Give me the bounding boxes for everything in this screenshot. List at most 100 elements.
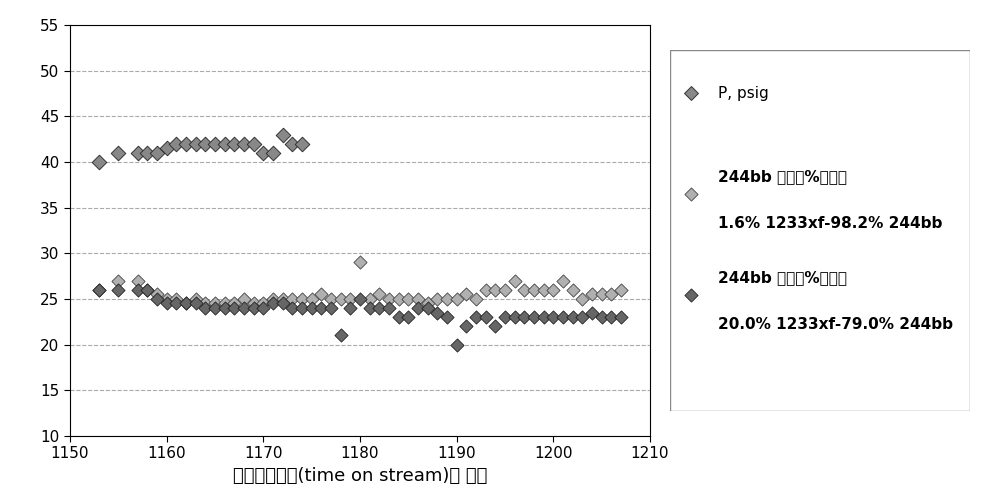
- Point: [410, 295, 426, 303]
- Point: [594, 313, 610, 321]
- Point: [555, 277, 571, 285]
- Point: [304, 295, 320, 303]
- Point: [178, 300, 194, 308]
- Point: [246, 300, 262, 308]
- Point: [178, 300, 194, 308]
- Point: [265, 295, 281, 303]
- X-axis label: 连续在线时间(time on stream)， 小时: 连续在线时间(time on stream)， 小时: [233, 467, 487, 485]
- Point: [91, 286, 107, 294]
- Point: [207, 304, 223, 312]
- Point: [584, 309, 600, 317]
- Point: [217, 300, 233, 308]
- Point: [516, 313, 532, 321]
- Point: [313, 291, 329, 299]
- Point: [526, 286, 542, 294]
- Point: [574, 313, 590, 321]
- Point: [217, 304, 233, 312]
- Point: [487, 322, 503, 330]
- Point: [139, 286, 155, 294]
- Point: [594, 291, 610, 299]
- Point: [130, 277, 146, 285]
- Point: [139, 286, 155, 294]
- Point: [683, 292, 699, 300]
- Point: [381, 304, 397, 312]
- Point: [217, 140, 233, 148]
- Point: [130, 149, 146, 157]
- Point: [149, 291, 165, 299]
- Point: [613, 313, 629, 321]
- Point: [284, 304, 300, 312]
- Point: [226, 140, 242, 148]
- Point: [352, 259, 368, 267]
- Point: [458, 322, 474, 330]
- Point: [333, 295, 349, 303]
- Point: [565, 286, 581, 294]
- Point: [149, 149, 165, 157]
- Point: [178, 140, 194, 148]
- Point: [197, 300, 213, 308]
- Point: [110, 149, 126, 157]
- Point: [159, 144, 175, 152]
- Point: [603, 313, 619, 321]
- Point: [255, 149, 271, 157]
- Point: [159, 300, 175, 308]
- Point: [410, 304, 426, 312]
- Point: [159, 295, 175, 303]
- Point: [255, 300, 271, 308]
- Point: [168, 295, 184, 303]
- Point: [323, 304, 339, 312]
- Point: [294, 295, 310, 303]
- Point: [197, 304, 213, 312]
- Point: [683, 89, 699, 97]
- Point: [478, 286, 494, 294]
- Point: [284, 140, 300, 148]
- Point: [91, 286, 107, 294]
- Text: 1.6% 1233xf-98.2% 244bb: 1.6% 1233xf-98.2% 244bb: [718, 216, 942, 231]
- Point: [168, 140, 184, 148]
- Point: [313, 304, 329, 312]
- Point: [168, 300, 184, 308]
- Point: [420, 304, 436, 312]
- Point: [381, 295, 397, 303]
- Point: [526, 313, 542, 321]
- Point: [487, 286, 503, 294]
- Point: [555, 313, 571, 321]
- Point: [188, 300, 204, 308]
- Point: [439, 295, 455, 303]
- Point: [362, 304, 378, 312]
- Point: [516, 286, 532, 294]
- Point: [391, 295, 407, 303]
- Point: [294, 140, 310, 148]
- Point: [536, 313, 552, 321]
- Point: [149, 295, 165, 303]
- Point: [255, 304, 271, 312]
- Point: [468, 313, 484, 321]
- Text: P, psig: P, psig: [718, 86, 769, 101]
- Point: [188, 295, 204, 303]
- Point: [478, 313, 494, 321]
- Point: [584, 291, 600, 299]
- Point: [333, 332, 349, 340]
- Point: [420, 300, 436, 308]
- Point: [207, 300, 223, 308]
- Point: [304, 304, 320, 312]
- Point: [342, 304, 358, 312]
- Point: [91, 158, 107, 166]
- Point: [284, 295, 300, 303]
- Text: 244bb 转化率%，对于: 244bb 转化率%，对于: [718, 270, 847, 285]
- Point: [613, 286, 629, 294]
- Point: [352, 295, 368, 303]
- Point: [400, 295, 416, 303]
- Point: [265, 149, 281, 157]
- Point: [683, 190, 699, 198]
- Point: [275, 300, 291, 308]
- Point: [429, 295, 445, 303]
- Point: [246, 304, 262, 312]
- Point: [236, 304, 252, 312]
- Point: [429, 309, 445, 317]
- Point: [110, 277, 126, 285]
- Point: [275, 131, 291, 139]
- Point: [400, 313, 416, 321]
- Point: [371, 304, 387, 312]
- Point: [294, 304, 310, 312]
